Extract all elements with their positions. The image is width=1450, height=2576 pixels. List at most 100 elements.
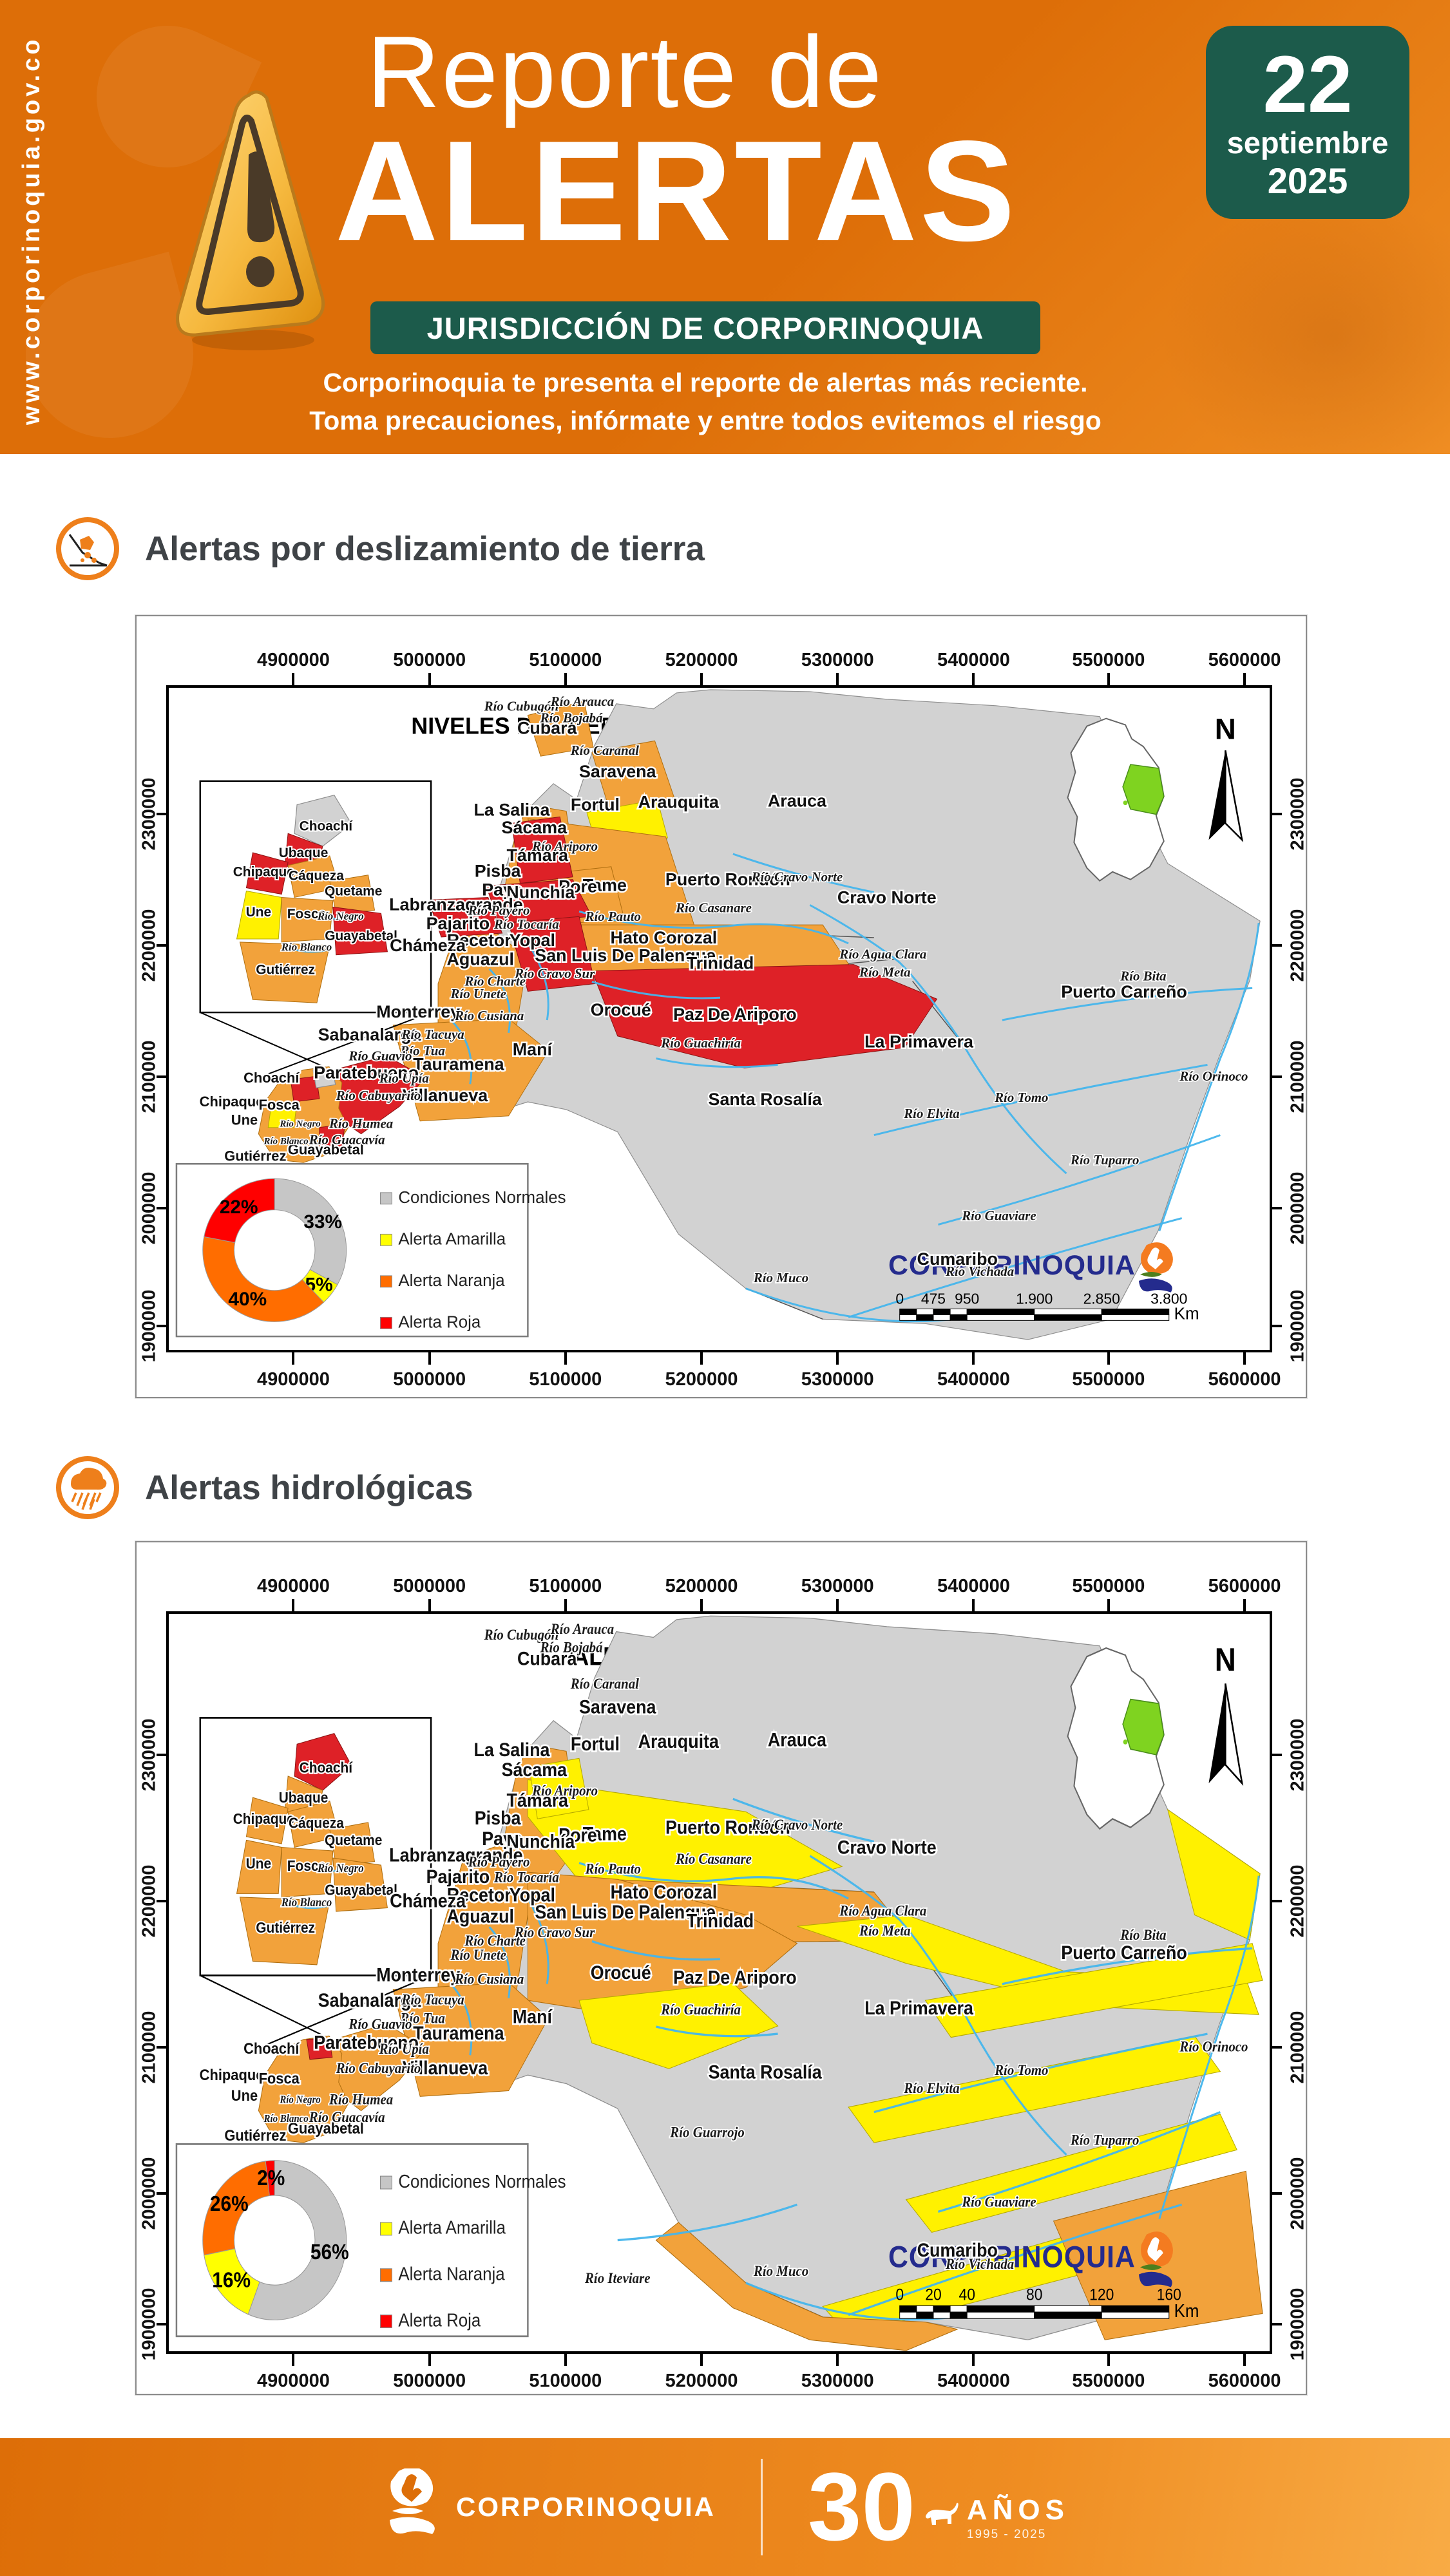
tick-mark xyxy=(1270,1899,1282,1902)
tick-mark xyxy=(1270,812,1282,815)
coordinate-tick-label: 5500000 xyxy=(1072,1576,1145,1596)
map-label: Río Cubugón xyxy=(484,1626,559,1643)
map-label: Sabanalarga xyxy=(318,1025,422,1045)
scale-bar-segment xyxy=(1101,1308,1170,1315)
tick-mark xyxy=(157,2322,169,2325)
alert-regions xyxy=(317,1743,1263,2351)
tick-mark xyxy=(972,673,975,685)
map-label: Ubaque xyxy=(279,1789,329,1806)
map-label: Fosca xyxy=(287,907,327,922)
map-label: Tame xyxy=(583,1823,627,1845)
scale-bar-segment xyxy=(1101,1314,1170,1321)
map-label: Guayabetal xyxy=(325,1882,397,1899)
tick-mark xyxy=(1270,2045,1282,2049)
map-label: Trinidad xyxy=(687,1910,754,1932)
legend-swatch xyxy=(379,1233,392,1246)
map-label: Río Humea xyxy=(329,1116,393,1132)
coordinate-tick-label: 1900000 xyxy=(1287,2287,1308,2361)
section-hydro-header: Alertas hidrológicas xyxy=(54,1454,473,1522)
legend-swatch xyxy=(379,2175,392,2190)
map-label: Cumaribo xyxy=(917,1249,998,1269)
map-label: Río Vichada xyxy=(945,1264,1014,1279)
coordinate-tick-label: 5200000 xyxy=(665,1369,738,1390)
map-label: Labranzagrande xyxy=(389,1844,522,1866)
colombia-locator xyxy=(1067,1647,1165,1830)
map-label: Yopal xyxy=(510,931,555,950)
donut-percent-label: 33% xyxy=(303,1211,342,1233)
tick-mark xyxy=(1107,2354,1110,2366)
map-label: Río Pauto xyxy=(585,909,641,924)
tick-mark xyxy=(157,812,169,815)
coordinate-tick-label: 2000000 xyxy=(1287,1171,1308,1245)
map-label: Monterrey xyxy=(376,1964,460,1986)
svg-text:N: N xyxy=(1215,712,1236,745)
scale-bar-label: 0 xyxy=(895,1291,904,1307)
map-label: Río Guachiría xyxy=(660,2001,741,2018)
header: www.corporinoquia.gov.co Reporte de ALER… xyxy=(0,0,1450,457)
map-label: Choachí xyxy=(300,1759,353,1776)
map-label: Arauca xyxy=(768,791,827,811)
jaguar-background-image xyxy=(1160,193,1450,454)
map-label: Río Guarrojo xyxy=(669,2123,744,2140)
footer-logo-text: CORPORINOQUIA xyxy=(456,2492,716,2522)
map-label: Río Tuparro xyxy=(1070,2131,1140,2148)
map-label: Río Ariporo xyxy=(531,838,598,854)
map-label: Río Guaviare xyxy=(961,2193,1036,2210)
tick-mark xyxy=(1270,1207,1282,1210)
tick-mark xyxy=(157,2045,169,2049)
tick-mark xyxy=(292,673,295,685)
coordinate-tick-label: 5600000 xyxy=(1208,2371,1281,2391)
coordinate-tick-label: 5000000 xyxy=(393,1576,466,1596)
map-label: Hato Corozal xyxy=(611,1882,718,1904)
map-label: Río Meta xyxy=(859,965,911,980)
coordinate-tick-label: 5300000 xyxy=(801,1576,874,1596)
tick-mark xyxy=(157,1075,169,1079)
map-label: Choachí xyxy=(243,1070,300,1086)
svg-text:CORPORINOQUIA: CORPORINOQUIA xyxy=(888,2239,1136,2274)
svg-text:CORPORINOQUIA: CORPORINOQUIA xyxy=(888,1250,1136,1281)
map-label: Quetame xyxy=(325,884,382,899)
map-label: Cumaribo xyxy=(917,2240,998,2262)
colombia-locator xyxy=(1067,717,1165,882)
tick-mark xyxy=(157,944,169,947)
title-line-1: Reporte de xyxy=(367,15,883,129)
scale-bar-segment xyxy=(916,2305,934,2313)
map-label: Yopal xyxy=(510,1884,555,1906)
map-label: Pore xyxy=(558,877,597,896)
tick-mark xyxy=(157,1753,169,1756)
map-label: Río Meta xyxy=(859,1922,910,1939)
corporinoquia-tree-icon xyxy=(390,2468,435,2534)
map-label: Nunchía xyxy=(506,1831,575,1853)
tick-mark xyxy=(1243,1599,1246,1611)
rivers xyxy=(450,1797,1260,2321)
map-label: Villanueva xyxy=(403,2058,488,2079)
map-label: Arauquita xyxy=(638,793,720,812)
map-label: Río Guaviare xyxy=(961,1208,1036,1224)
map-label: Río Cravo Norte xyxy=(751,869,843,885)
map-label: Río Tomo xyxy=(994,2061,1048,2078)
tick-mark xyxy=(700,1352,703,1365)
map-label: Río Cusiana xyxy=(454,1008,524,1023)
map-label: Aguazul xyxy=(446,950,513,969)
coordinate-tick-label: 2100000 xyxy=(1287,2011,1308,2084)
map-label: Pajarito xyxy=(426,1866,490,1888)
coordinate-tick-label: 5300000 xyxy=(801,1369,874,1390)
scale-bar-segment xyxy=(949,2305,968,2313)
landslide-icon xyxy=(56,517,119,580)
map-label: Río Cravo Norte xyxy=(751,1816,843,1833)
coordinate-tick-label: 5000000 xyxy=(393,1369,466,1390)
scale-bar-label: 950 xyxy=(955,1291,979,1307)
scale-bar-segment xyxy=(966,2311,1035,2319)
scale-bar-segment xyxy=(1034,1314,1102,1321)
map-label: Guayabetal xyxy=(288,2119,364,2137)
tick-mark xyxy=(564,673,567,685)
coordinate-tick-label: 5300000 xyxy=(801,2371,874,2391)
section-landslide-title: Alertas por deslizamiento de tierra xyxy=(145,530,705,568)
map-label: Río Vichada xyxy=(945,2255,1014,2272)
map-label: Labranzagrande xyxy=(389,895,523,914)
tick-mark xyxy=(1107,673,1110,685)
scale-bar-segment xyxy=(966,1308,1035,1315)
map-label: Cravo Norte xyxy=(837,1837,937,1859)
